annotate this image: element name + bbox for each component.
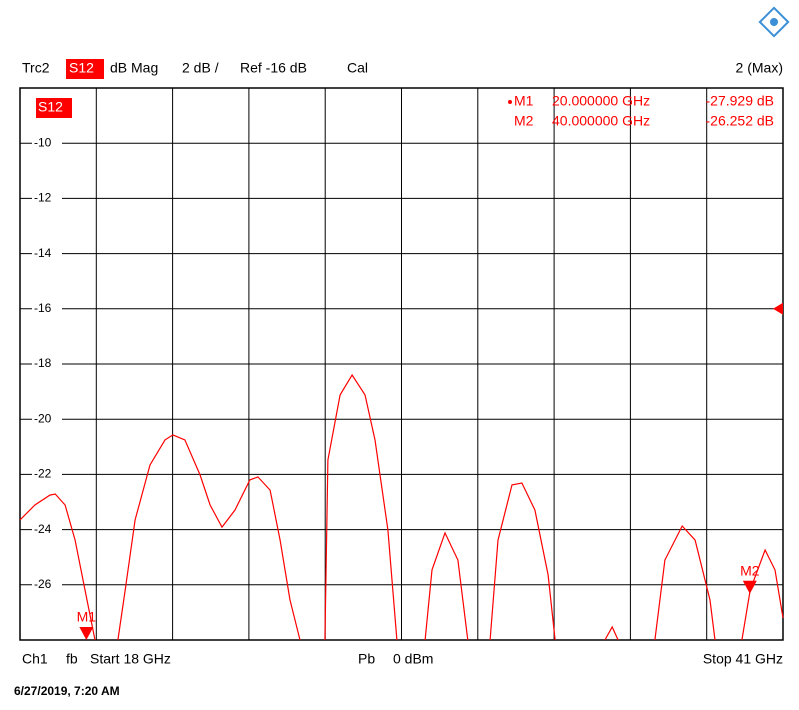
y-tick-label-bg (32, 576, 62, 593)
y-tick-label: -16 (34, 301, 52, 315)
stop-label: Stop 41 GHz (703, 651, 783, 667)
y-tick-label: -26 (34, 577, 52, 591)
y-tick-label-bg (32, 356, 62, 372)
y-tick-label: -14 (34, 246, 52, 260)
y-tick-label-bg (32, 135, 62, 152)
y-tick-label: -18 (34, 356, 52, 370)
ref-level-marker (773, 302, 783, 315)
marker-triangle (79, 627, 94, 641)
cal-label: Cal (347, 60, 368, 76)
power-label: Pb (358, 651, 375, 667)
param-label: S12 (69, 60, 94, 76)
param-bg (66, 59, 104, 79)
channel: Ch1 (22, 651, 48, 667)
readout-x: 20.000000 GHz (552, 93, 650, 109)
marker-triangle (742, 580, 757, 594)
readout-name: M1 (514, 93, 534, 109)
y-tick-label: -24 (34, 522, 52, 536)
trace-tag-bg (36, 98, 72, 118)
active-marker-dot (508, 100, 512, 104)
trace-tag: S12 (38, 99, 63, 115)
marker-tag: M1 (77, 609, 97, 625)
logo (758, 6, 790, 38)
y-tick-label-bg (32, 245, 62, 262)
start-label: Start 18 GHz (90, 651, 171, 667)
marker-tag: M2 (740, 562, 760, 578)
y-tick-label: -10 (34, 135, 52, 149)
trace-line (19, 373, 784, 641)
scale-label: 2 dB / (182, 60, 219, 76)
y-tick-label-bg (32, 190, 62, 207)
format-label: dB Mag (110, 60, 158, 76)
window-label: 2 (Max) (736, 60, 783, 76)
readout-name: M2 (514, 113, 534, 129)
readout-y: -27.929 dB (706, 93, 775, 109)
y-tick-label-bg (32, 411, 62, 428)
sweep-mode: fb (66, 651, 78, 667)
power-value: 0 dBm (393, 651, 433, 667)
ref-label: Ref -16 dB (240, 60, 307, 76)
trace-label: Trc2 (22, 60, 50, 76)
readout-x: 40.000000 GHz (552, 113, 650, 129)
y-tick-label: -20 (34, 411, 52, 425)
timestamp: 6/27/2019, 7:20 AM (14, 684, 120, 698)
readout-y: -26.252 dB (706, 113, 775, 129)
y-tick-label-bg (32, 300, 62, 317)
y-tick-label: -22 (34, 467, 52, 481)
y-tick-label-bg (32, 521, 62, 538)
y-tick-label: -12 (34, 191, 52, 205)
y-tick-label-bg (32, 466, 62, 483)
